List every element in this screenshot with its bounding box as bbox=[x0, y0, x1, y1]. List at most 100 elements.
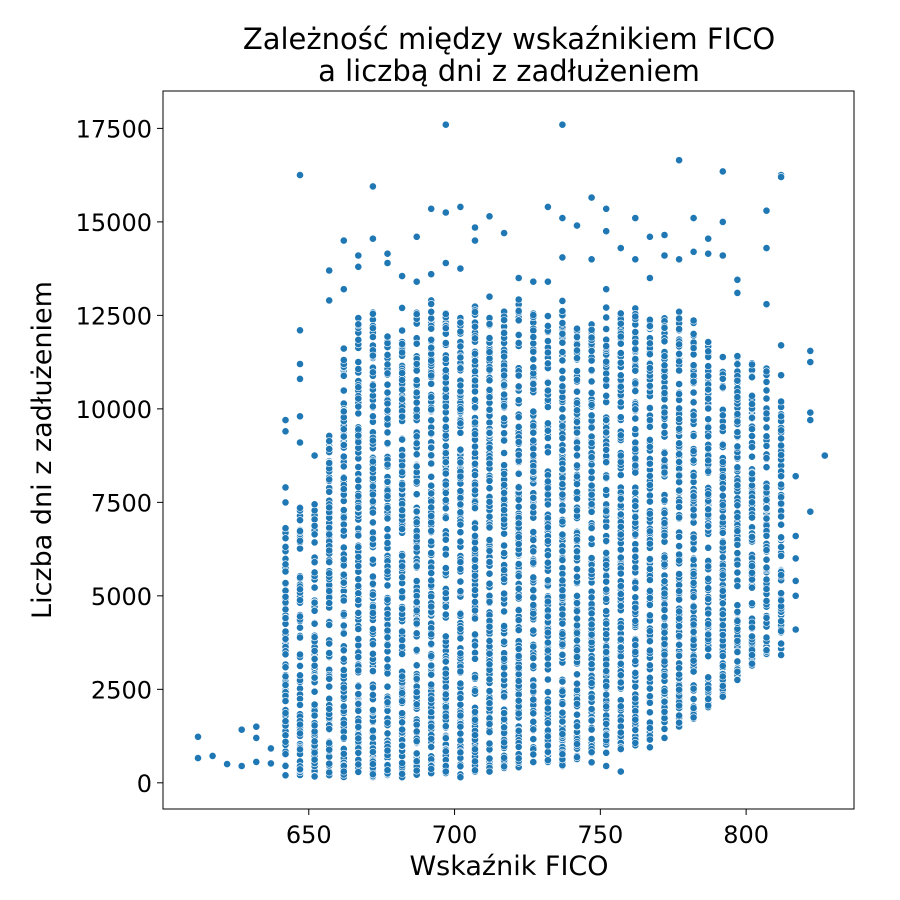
data-point bbox=[573, 653, 581, 661]
data-point bbox=[354, 666, 363, 675]
data-point bbox=[558, 120, 567, 129]
data-point bbox=[383, 249, 392, 258]
data-point bbox=[471, 459, 479, 468]
data-point bbox=[471, 757, 479, 766]
data-point bbox=[587, 193, 596, 202]
data-point bbox=[762, 377, 771, 386]
data-point bbox=[675, 424, 683, 433]
data-point bbox=[544, 558, 552, 567]
data-point bbox=[296, 612, 304, 621]
data-point bbox=[354, 690, 363, 698]
data-point bbox=[762, 483, 771, 492]
data-point bbox=[573, 572, 581, 581]
data-point bbox=[208, 752, 217, 760]
data-point bbox=[762, 300, 771, 309]
data-point bbox=[602, 748, 611, 757]
data-point bbox=[704, 423, 713, 432]
data-point bbox=[354, 320, 363, 329]
data-point bbox=[573, 480, 581, 488]
data-point bbox=[748, 632, 756, 641]
data-point bbox=[354, 476, 363, 485]
data-point bbox=[631, 726, 640, 734]
data-point bbox=[602, 560, 611, 569]
data-point bbox=[660, 734, 669, 742]
data-point bbox=[383, 399, 392, 408]
data-point bbox=[471, 673, 479, 682]
data-point bbox=[587, 411, 596, 420]
data-point bbox=[748, 562, 756, 570]
data-point bbox=[558, 329, 567, 338]
data-point bbox=[398, 718, 406, 727]
data-point bbox=[631, 502, 640, 510]
data-point bbox=[339, 578, 348, 587]
data-point bbox=[689, 602, 698, 611]
data-point bbox=[383, 339, 392, 348]
data-point bbox=[573, 670, 581, 679]
data-point bbox=[675, 486, 683, 495]
data-point bbox=[660, 650, 669, 659]
data-point bbox=[471, 538, 479, 547]
data-point bbox=[646, 611, 654, 620]
data-point bbox=[325, 649, 334, 657]
data-point bbox=[646, 692, 654, 701]
data-point bbox=[427, 592, 436, 601]
data-point bbox=[485, 579, 494, 588]
data-point bbox=[310, 538, 319, 547]
data-point bbox=[587, 693, 596, 702]
data-point bbox=[646, 587, 654, 595]
data-point bbox=[602, 619, 611, 628]
data-point bbox=[602, 313, 611, 322]
data-point bbox=[398, 627, 406, 636]
data-point bbox=[427, 324, 436, 333]
data-point bbox=[573, 621, 581, 630]
data-point bbox=[762, 386, 771, 395]
data-point bbox=[485, 320, 494, 328]
data-point bbox=[441, 366, 450, 375]
data-point bbox=[325, 739, 334, 747]
data-point bbox=[500, 414, 508, 423]
data-point bbox=[427, 393, 436, 402]
data-point bbox=[675, 314, 683, 323]
data-point bbox=[587, 255, 596, 264]
data-point bbox=[573, 753, 581, 762]
data-point bbox=[573, 722, 581, 731]
data-point bbox=[325, 558, 334, 566]
data-point bbox=[456, 458, 465, 467]
data-point bbox=[587, 566, 596, 575]
data-point bbox=[558, 214, 567, 222]
data-point bbox=[339, 719, 348, 728]
data-point bbox=[514, 645, 523, 653]
data-point bbox=[456, 577, 465, 586]
data-point bbox=[544, 312, 552, 320]
data-point bbox=[573, 221, 581, 230]
data-point bbox=[587, 507, 596, 516]
data-point bbox=[602, 702, 611, 711]
data-point bbox=[616, 398, 625, 407]
data-point bbox=[675, 439, 683, 448]
data-point bbox=[558, 730, 567, 738]
data-point bbox=[383, 380, 392, 389]
data-point bbox=[281, 592, 290, 601]
data-point bbox=[777, 371, 785, 380]
data-point bbox=[660, 560, 669, 569]
data-point bbox=[529, 601, 538, 609]
data-point bbox=[412, 737, 421, 746]
data-point bbox=[383, 514, 392, 523]
data-point bbox=[339, 485, 348, 493]
data-point bbox=[514, 483, 523, 492]
data-point bbox=[368, 490, 377, 499]
data-point bbox=[544, 741, 552, 750]
data-point bbox=[762, 597, 771, 605]
data-point bbox=[733, 410, 742, 418]
data-point bbox=[631, 214, 640, 222]
data-point bbox=[704, 444, 713, 453]
data-point bbox=[616, 582, 625, 590]
data-point bbox=[616, 510, 625, 519]
data-point bbox=[660, 613, 669, 622]
data-point bbox=[602, 428, 611, 437]
data-point bbox=[296, 765, 304, 774]
data-point bbox=[427, 405, 436, 414]
data-point bbox=[616, 349, 625, 357]
data-point bbox=[339, 702, 348, 711]
data-point bbox=[383, 641, 392, 650]
